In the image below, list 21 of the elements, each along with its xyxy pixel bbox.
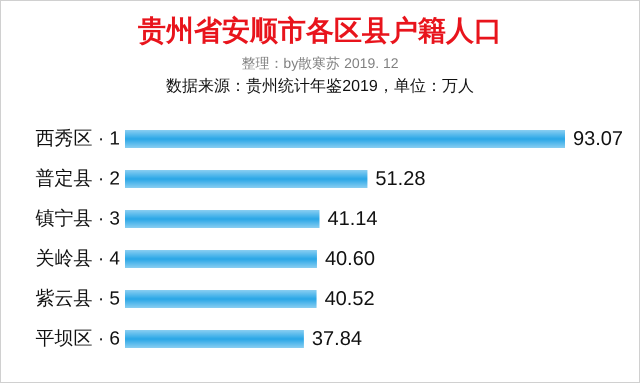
bar <box>125 210 320 228</box>
bar <box>125 170 368 188</box>
chart-subtitle: 整理：by散寒苏 2019. 12 <box>241 55 399 71</box>
y-tick-label: 关岭县 · 4 <box>36 248 120 270</box>
data-label: 51.28 <box>375 168 426 190</box>
y-tick-label: 镇宁县 · 3 <box>34 208 120 230</box>
bar <box>125 330 304 348</box>
data-label: 40.60 <box>324 248 376 270</box>
bar <box>125 130 565 148</box>
y-tick-label: 紫云县 · 5 <box>36 288 120 310</box>
y-tick-label: 平坝区 · 6 <box>36 328 120 350</box>
chart-title: 贵州省安顺市各区县户籍人口 <box>137 15 502 46</box>
y-tick-label: 西秀区 · 1 <box>36 128 120 150</box>
source-note: 数据来源：贵州统计年鉴2019，单位：万人 <box>166 77 474 95</box>
y-tick-label: 普定县 · 2 <box>36 168 120 190</box>
data-label: 93.07 <box>573 128 624 150</box>
bar <box>125 290 317 308</box>
data-label: 40.52 <box>324 288 375 310</box>
bar <box>125 250 317 268</box>
data-label: 41.14 <box>327 208 378 230</box>
data-label: 37.84 <box>312 328 362 350</box>
